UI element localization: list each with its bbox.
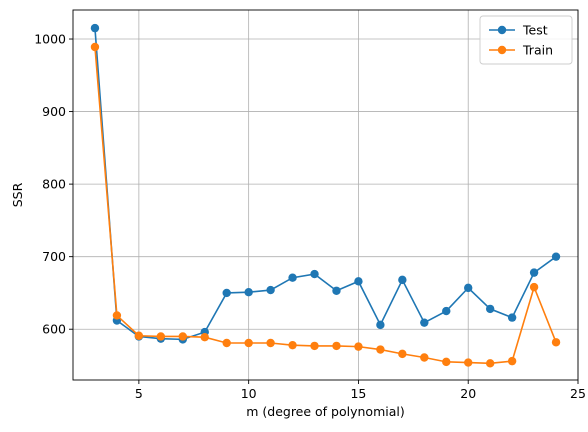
x-tick-label: 10 [241,386,257,401]
data-point-test [398,275,407,285]
series-test [90,23,561,344]
data-point-test [288,273,297,282]
data-point-test [529,268,539,277]
plot-frame [72,9,579,381]
data-point-train [485,359,495,368]
data-point-train [398,349,407,359]
data-point-train [112,311,122,320]
y-tick-label: 700 [42,249,66,264]
data-point-train [332,341,341,351]
x-axis: 5 10 15 20 25 [135,380,586,401]
grid [73,10,579,380]
y-tick-label: 600 [42,322,66,337]
data-point-test [90,23,100,33]
data-point-train [376,345,385,354]
data-point-test [354,277,363,286]
data-point-train [200,332,209,342]
data-point-train [244,338,253,348]
data-point-train [464,358,473,367]
data-point-test [310,269,319,279]
data-point-train [178,332,187,341]
data-point-train [288,340,297,350]
data-point-test [442,306,451,316]
data-point-test [551,252,561,261]
data-point-test [376,320,385,330]
series-layer [90,23,561,368]
x-tick-label: 20 [460,386,476,401]
x-axis-label: m (degree of polynomial) [246,404,405,419]
data-point-train [354,342,363,351]
x-tick-label: 5 [135,386,143,401]
data-point-test [332,286,341,295]
data-point-train [442,357,451,367]
data-point-train [420,353,429,362]
data-point-test [507,313,517,322]
legend-item-train: Train [489,43,553,58]
data-point-test [485,304,495,314]
data-point-train [266,338,275,348]
series-line-test [94,28,557,341]
legend-item-test: Test [489,23,548,38]
series-line-train [94,46,557,365]
series-train [90,42,561,368]
data-point-train [310,341,319,351]
data-point-train [90,42,100,52]
data-point-train [134,331,144,340]
data-point-test [464,283,473,293]
legend-marker [497,25,507,35]
data-point-train [529,282,539,292]
data-point-test [420,318,429,327]
legend-marker [497,45,507,55]
y-tick-label: 900 [42,104,66,119]
data-point-test [222,288,231,298]
y-axis-label: SSR [10,182,25,207]
x-tick-label: 25 [570,386,586,401]
y-tick-label: 800 [42,177,66,192]
legend-label: Train [522,43,553,58]
legend: Test Train [479,15,573,65]
data-point-test [266,285,275,295]
data-point-train [156,332,166,341]
data-point-train [222,338,231,348]
data-point-train [507,356,517,366]
data-point-test [244,288,253,297]
x-tick-label: 15 [350,386,366,401]
data-point-train [551,338,561,347]
legend-label: Test [522,23,548,38]
y-tick-label: 1000 [34,32,66,47]
y-axis: 600 700 800 900 1000 [34,32,73,337]
